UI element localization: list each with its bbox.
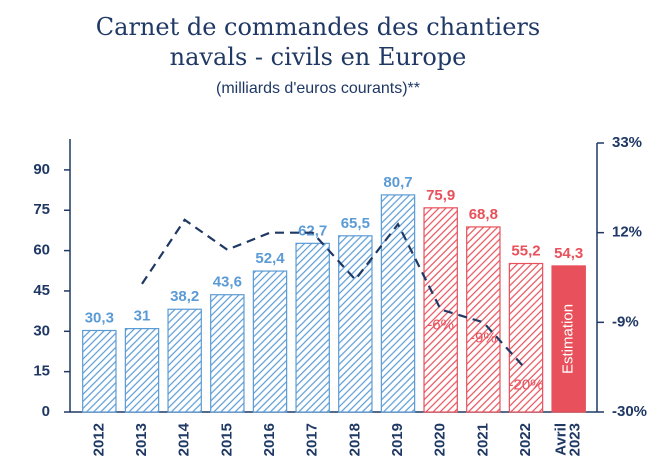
annotation: Estimation [560,304,577,374]
bar-value-label: 65,5 [341,215,370,232]
x-tick-label: Avril2023 [553,423,584,456]
bar [210,294,245,413]
x-tick-label: 2017 [304,423,321,456]
x-tick-label: 2015 [218,423,235,456]
x-tick-label: 2020 [432,423,449,456]
y-tick-label: 30 [33,322,50,339]
bar [551,265,586,413]
y2-tick-label: 33% [612,134,642,151]
x-tick-label: 2014 [176,422,193,456]
line-value-label: -9% [470,329,497,346]
bar-value-label: 38,2 [170,288,199,305]
bar [338,235,373,413]
bar-value-label: 55,2 [511,242,540,259]
x-tick-label: 2013 [133,423,150,456]
x-tick-label: 2021 [474,423,491,456]
bar-value-label: 80,7 [383,174,412,191]
bar-value-label: 54,3 [554,245,583,262]
y2-tick-label: 12% [612,224,642,241]
x-tick-label: 2022 [517,423,534,456]
y-tick-label: 75 [33,201,50,218]
bar-value-label: 75,9 [426,187,455,204]
bar [252,270,288,413]
y-tick-label: 90 [33,161,50,178]
bar-value-label: 30,3 [85,309,114,326]
y-tick-label: 45 [33,282,50,299]
growth-line [141,218,527,371]
bar [295,242,330,413]
chart-title: Carnet de commandes des chantiers navals… [95,13,541,71]
bar [466,226,501,413]
x-tick-label: 2018 [346,423,363,456]
x-tick-label: 2012 [90,423,107,456]
bar-value-label: 52,4 [255,250,285,267]
line-value-label: -6% [427,316,454,333]
bar [124,328,160,413]
y-tick-label: 60 [33,242,50,259]
bar-value-label: 43,6 [213,274,242,291]
bar-value-label: 68,8 [469,206,498,223]
y2-tick-label: -30% [612,403,647,420]
bar [423,207,458,413]
bar-value-label: 62,7 [298,222,327,239]
y2-tick-label: -9% [612,313,639,330]
bar-value-label: 31 [134,308,151,325]
bar [380,194,416,413]
x-tick-label: 2016 [261,423,278,456]
line-value-label: -20% [508,376,543,393]
bar [508,262,544,413]
bar [167,308,202,413]
y-tick-label: 15 [33,363,50,380]
bar [82,329,117,413]
x-tick-label: 2019 [389,423,406,456]
y-tick-label: 0 [42,403,50,420]
chart-subtitle: (milliards d'euros courants)** [215,80,420,97]
